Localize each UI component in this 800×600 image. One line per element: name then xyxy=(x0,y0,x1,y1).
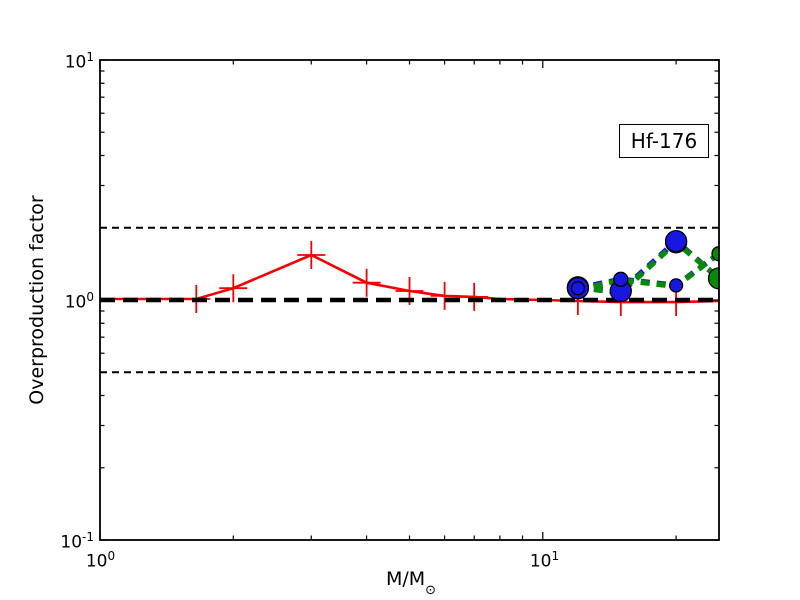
isotope-label: Hf-176 xyxy=(630,129,698,153)
x-tick-label-10e0: 100 xyxy=(85,549,116,572)
y-axis-title: Overproduction factor xyxy=(26,195,48,405)
plus-markers-low-mass-red-solid xyxy=(182,241,719,317)
x-tick-label-10e1: 101 xyxy=(529,549,560,572)
x-axis-title: M/M⊙ xyxy=(385,568,437,598)
series-line-massive-green-lower xyxy=(577,251,719,293)
series-line-massive-green-upper xyxy=(577,238,719,296)
axes-layer xyxy=(99,59,720,541)
circle-marker-green-25 xyxy=(707,267,719,290)
y-tick-label-10e0: 100 xyxy=(64,290,94,313)
circle-marker-blue-15 xyxy=(613,271,629,287)
data-layer xyxy=(100,226,719,374)
y-tick-label-10e1: 101 xyxy=(64,50,94,73)
circle-marker-blue-12 xyxy=(570,281,586,296)
circle-marker-blue-20 xyxy=(668,278,684,293)
circle-marker-blue-20 xyxy=(664,229,688,253)
y-tick-label-10e-1: 10-1 xyxy=(60,530,94,553)
circle-marker-green-25 xyxy=(711,246,719,262)
sun-symbol: ⊙ xyxy=(425,582,437,598)
isotope-label-box: Hf-176 xyxy=(619,124,709,158)
